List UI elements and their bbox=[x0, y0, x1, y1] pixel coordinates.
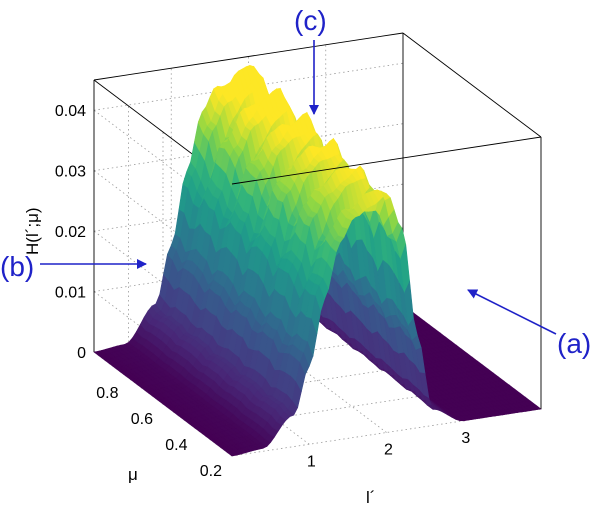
l-tick-label: 3 bbox=[461, 430, 470, 447]
grid-line bbox=[93, 170, 233, 275]
mu-axis-label: μ bbox=[128, 465, 138, 484]
arrow-a bbox=[467, 289, 557, 335]
z-tick-label: 0.02 bbox=[55, 224, 86, 241]
z-tick-label: 0.03 bbox=[55, 164, 86, 181]
box-edge bbox=[231, 136, 542, 185]
z-axis-label: H(l´;μ) bbox=[23, 207, 42, 255]
mu-tick-label: 0.2 bbox=[200, 463, 222, 480]
box-edge bbox=[93, 32, 404, 81]
annotation-b: (b) bbox=[0, 251, 34, 282]
z-tick-label: 0 bbox=[77, 345, 86, 362]
z-tick-label: 0.01 bbox=[55, 285, 86, 302]
grid-line bbox=[93, 109, 233, 215]
z-tick-label: 0.04 bbox=[55, 103, 86, 120]
mu-tick-label: 0.8 bbox=[96, 385, 118, 402]
surface-mesh bbox=[93, 65, 542, 457]
l-tick-label: 2 bbox=[384, 442, 393, 459]
l-tick-label: 1 bbox=[307, 453, 316, 470]
l-axis-label: l´ bbox=[366, 488, 375, 507]
box-edge bbox=[402, 32, 542, 138]
surface-patch bbox=[531, 404, 542, 410]
mu-tick-label: 0.4 bbox=[165, 437, 187, 454]
annotation-a: (a) bbox=[557, 328, 591, 359]
mu-tick-label: 0.6 bbox=[131, 411, 153, 428]
front-box bbox=[231, 32, 542, 409]
annotation-c: (c) bbox=[294, 5, 327, 36]
